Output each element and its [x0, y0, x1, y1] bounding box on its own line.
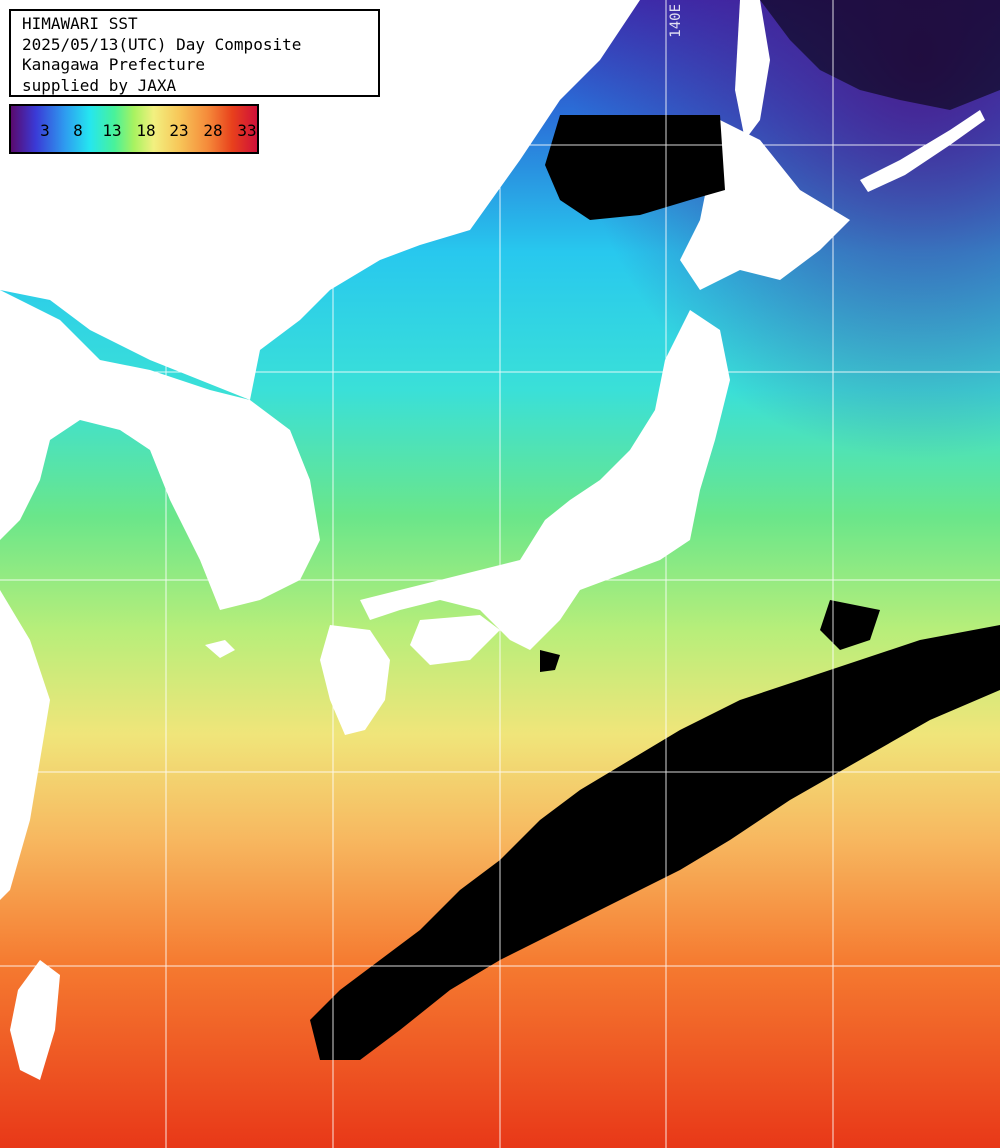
legend-label: 8 — [73, 121, 83, 140]
lat-label-40n: 40N — [14, 354, 40, 370]
legend-label: 18 — [136, 121, 156, 140]
map-info-box: HIMAWARI SST 2025/05/13(UTC) Day Composi… — [9, 9, 380, 97]
cloud-cover — [310, 0, 1000, 1060]
color-scale-legend: 3 8 13 18 23 28 33 — [9, 104, 259, 154]
legend-label: 33 — [237, 121, 257, 140]
map-credit: supplied by JAXA — [22, 75, 177, 95]
map-date: 2025/05/13(UTC) Day Composite — [22, 34, 302, 54]
map-title: HIMAWARI SST — [22, 14, 138, 33]
map-region: Kanagawa Prefecture — [22, 55, 206, 74]
legend-label: 23 — [169, 121, 189, 140]
legend-label: 3 — [40, 121, 50, 140]
legend-label: 13 — [102, 121, 122, 140]
lon-label-140e: 140E — [668, 4, 684, 38]
legend-label: 28 — [203, 121, 223, 140]
